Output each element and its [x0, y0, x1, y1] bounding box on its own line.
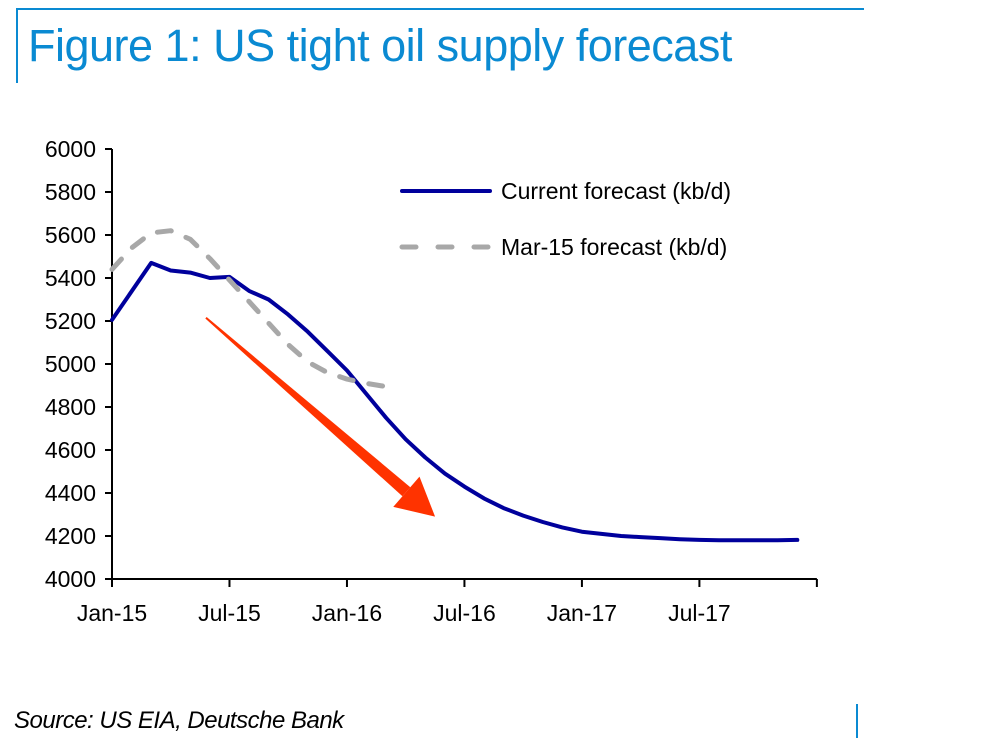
y-tick-label: 4000	[45, 566, 96, 592]
y-tick-label: 5800	[45, 179, 96, 205]
x-tick-label: Jan-15	[77, 600, 147, 626]
y-tick-label: 5000	[45, 351, 96, 377]
frame-top-border	[16, 8, 864, 10]
y-tick-label: 5200	[45, 308, 96, 334]
y-tick-label: 4800	[45, 394, 96, 420]
legend-label-current: Current forecast (kb/d)	[501, 178, 731, 204]
x-tick-label: Jul-17	[668, 600, 731, 626]
series-line-mar15-forecast	[109, 228, 389, 390]
source-note: Source: US EIA, Deutsche Bank	[14, 707, 344, 734]
y-tick-label: 4200	[45, 523, 96, 549]
annotation-layer	[205, 317, 436, 517]
arrow-shaft	[205, 317, 411, 497]
frame-right-border	[856, 704, 858, 738]
x-tick-label: Jul-16	[433, 600, 496, 626]
x-tick-label: Jul-15	[198, 600, 261, 626]
series-layer	[109, 228, 800, 543]
legend-label-mar15: Mar-15 forecast (kb/d)	[501, 234, 727, 260]
chart-title: Figure 1: US tight oil supply forecast	[28, 20, 732, 71]
arrow-head	[393, 476, 436, 517]
axes: 4000 4200 4400 4600 4800 5000 5200 5400 5600 5800…	[45, 136, 818, 626]
series-line-current-forecast	[110, 260, 800, 543]
y-tick-label: 4600	[45, 437, 96, 463]
y-tick-label: 6000	[45, 136, 96, 162]
y-tick-label: 5400	[45, 265, 96, 291]
frame-left-border	[16, 8, 18, 83]
y-tick-label: 4400	[45, 480, 96, 506]
x-tick-label: Jan-16	[312, 600, 382, 626]
y-tick-label: 5600	[45, 222, 96, 248]
x-tick-label: Jan-17	[547, 600, 617, 626]
legend: Current forecast (kb/d) Mar-15 forecast (…	[399, 178, 731, 260]
